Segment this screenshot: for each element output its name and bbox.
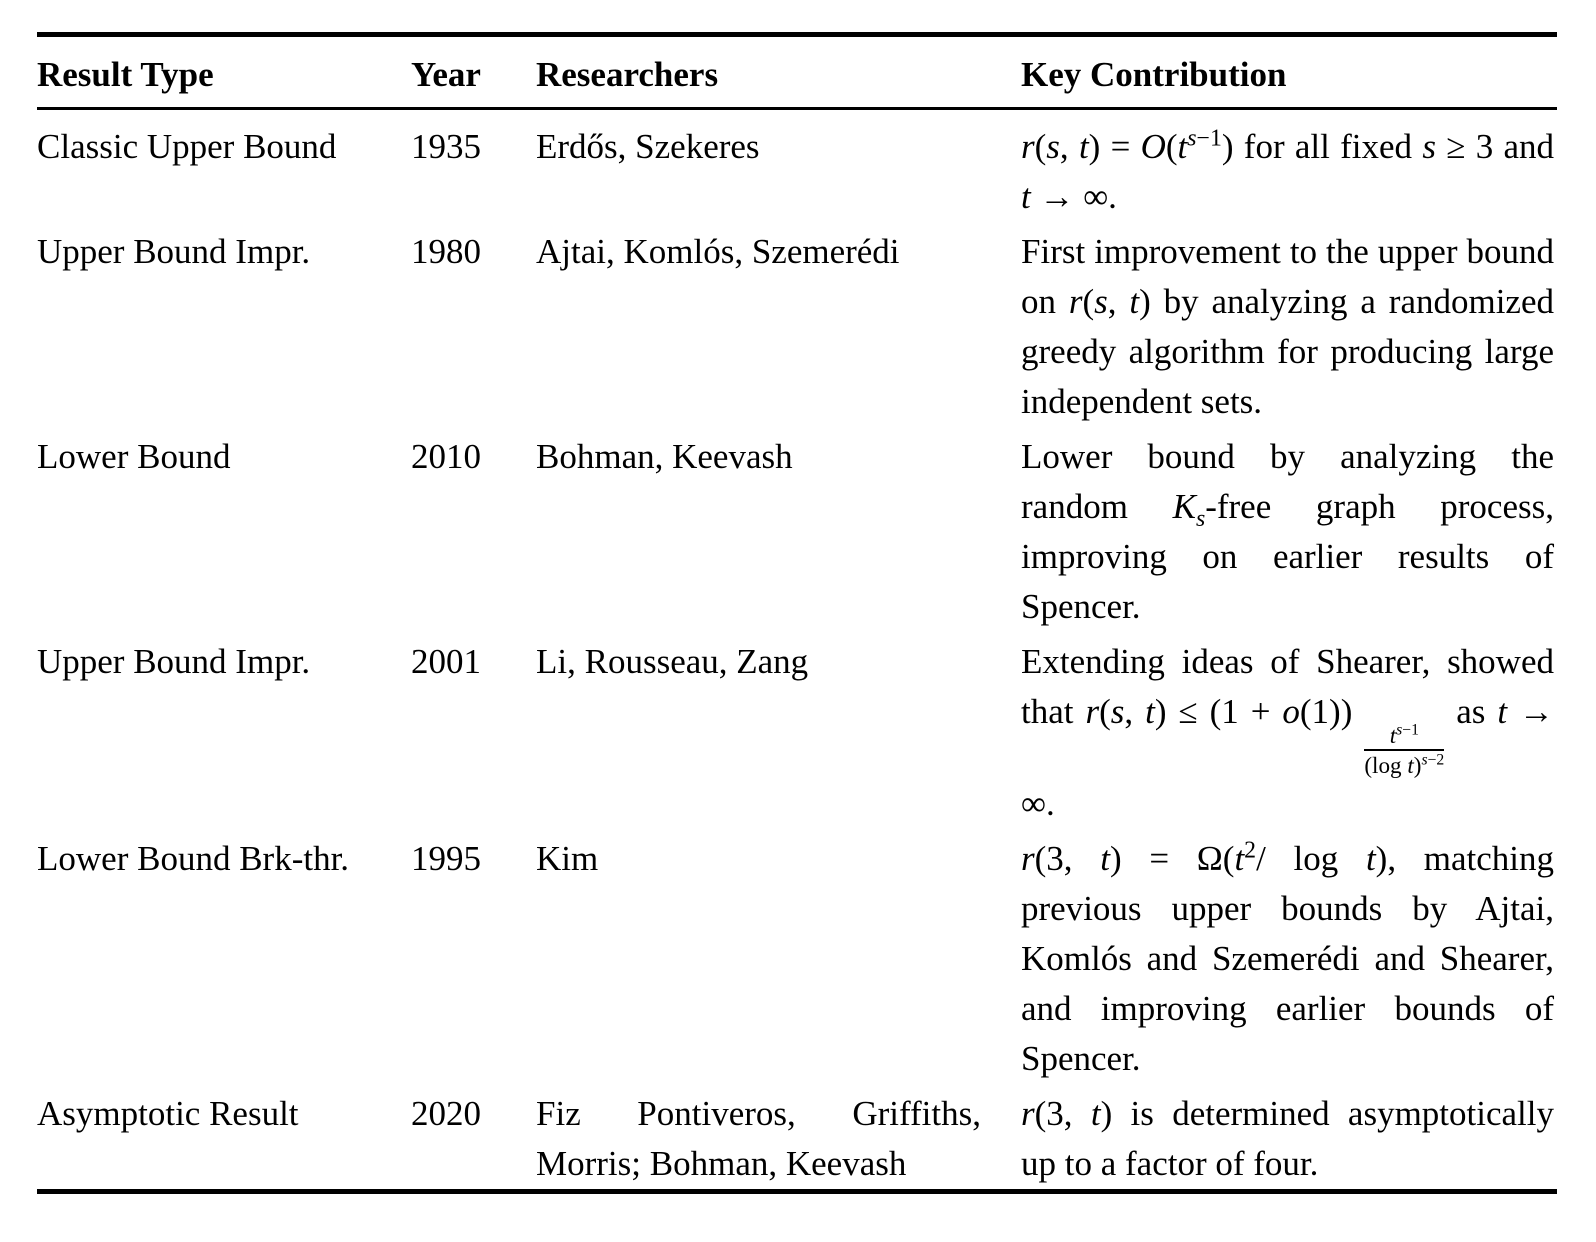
cell-result-type: Upper Bound Impr. bbox=[37, 642, 311, 681]
cell-researchers: Kim bbox=[536, 838, 599, 878]
cell-result-type: Upper Bound Impr. bbox=[37, 232, 311, 271]
cell-year: 1995 bbox=[411, 838, 481, 878]
cell-key-contribution: First improvement to the upper bound on … bbox=[1021, 232, 1554, 421]
cell-researchers: Li, Rousseau, Zang bbox=[536, 642, 809, 681]
cell-key-contribution: r(3, t) is determined asymptotically up … bbox=[1021, 1093, 1554, 1183]
cell-result-type: Asymptotic Result bbox=[37, 1093, 299, 1133]
cell-key-contribution: r(3, t) = Ω(t2/ log t), matching previou… bbox=[1021, 837, 1555, 1078]
cell-researchers: Erdős, Szekeres bbox=[536, 127, 760, 166]
cell-year: 2010 bbox=[411, 437, 481, 476]
col-header-year: Year bbox=[411, 34, 536, 110]
ramsey-results-table: Result Type Year Researchers Key Contrib… bbox=[37, 32, 1557, 1194]
col-header-key-contribution: Key Contribution bbox=[1021, 34, 1557, 110]
cell-year: 1935 bbox=[411, 127, 481, 166]
cell-key-contribution: r(s, t) = O(ts−1) for all fixed s ≥ 3 an… bbox=[1021, 125, 1555, 216]
table-row: Lower Bound Brk-thr. 1995 Kim r(3, t) = … bbox=[37, 834, 1557, 1089]
cell-researchers: Fiz Pontiveros, Griffiths, Morris; Bohma… bbox=[536, 1093, 981, 1183]
col-header-researchers: Researchers bbox=[536, 34, 1021, 110]
paper-page: Result Type Year Researchers Key Contrib… bbox=[37, 32, 1557, 1194]
cell-researchers: Bohman, Keevash bbox=[536, 437, 793, 476]
table-row: Upper Bound Impr. 2001 Li, Rousseau, Zan… bbox=[37, 637, 1557, 834]
cell-year: 2001 bbox=[411, 642, 481, 681]
cell-researchers: Ajtai, Komlós, Szemerédi bbox=[536, 232, 900, 271]
cell-year: 2020 bbox=[411, 1093, 481, 1133]
cell-key-contribution: Extending ideas of Shearer, showed that … bbox=[1021, 642, 1555, 823]
table-row: Lower Bound 2010 Bohman, Keevash Lower b… bbox=[37, 432, 1557, 637]
table-row: Classic Upper Bound 1935 Erdős, Szekeres… bbox=[37, 109, 1557, 228]
table-row: Asymptotic Result 2020 Fiz Pontiveros, G… bbox=[37, 1089, 1557, 1192]
cell-result-type: Lower Bound bbox=[37, 437, 231, 476]
col-header-result-type: Result Type bbox=[37, 34, 411, 110]
cell-key-contribution: Lower bound by analyzing the random Ks-f… bbox=[1021, 437, 1554, 626]
cell-result-type: Classic Upper Bound bbox=[37, 127, 337, 166]
table-row: Upper Bound Impr. 1980 Ajtai, Komlós, Sz… bbox=[37, 227, 1557, 432]
header-row: Result Type Year Researchers Key Contrib… bbox=[37, 34, 1557, 110]
cell-result-type: Lower Bound Brk-thr. bbox=[37, 838, 350, 878]
cell-year: 1980 bbox=[411, 232, 481, 271]
